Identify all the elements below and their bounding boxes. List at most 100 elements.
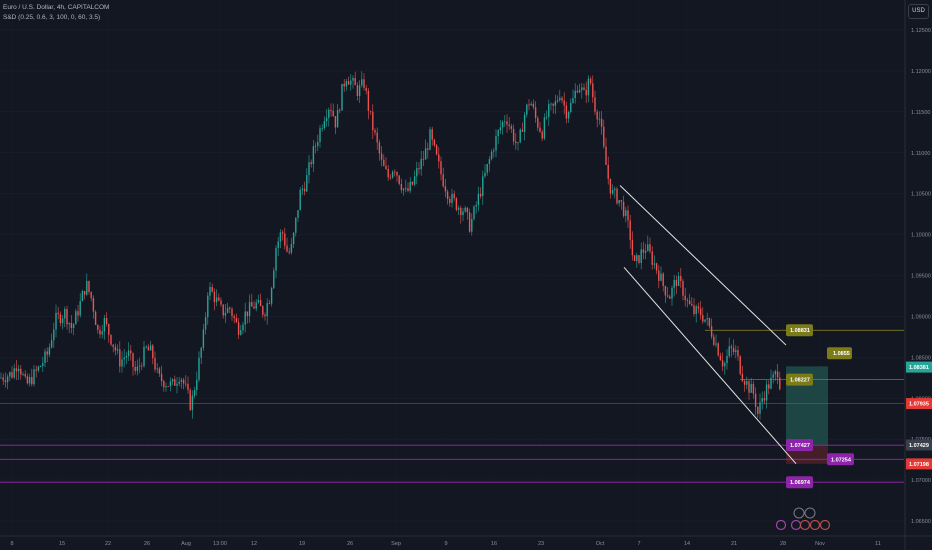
candle-body xyxy=(774,371,777,375)
candle-body xyxy=(543,117,546,139)
candle-body xyxy=(710,326,713,337)
candle-body xyxy=(651,251,653,265)
candle-body xyxy=(519,129,521,143)
candle-body xyxy=(334,116,337,128)
candle-body xyxy=(149,345,152,351)
candle-body xyxy=(224,312,227,316)
candle-body xyxy=(680,276,682,281)
candle-body xyxy=(99,329,101,335)
candle-body xyxy=(244,311,246,325)
time-tick-label: 16 xyxy=(491,541,497,547)
candle-body xyxy=(737,350,739,357)
candle-body xyxy=(215,297,218,303)
candle-body xyxy=(163,381,165,388)
candle-body xyxy=(90,291,92,299)
candle-body xyxy=(361,79,363,86)
candle-body xyxy=(695,306,697,315)
candle-body xyxy=(607,164,609,179)
price-tick-label: 1.09500 xyxy=(911,274,931,280)
price-tag-label: 1.07935 xyxy=(909,402,929,408)
candle-body xyxy=(297,210,299,218)
candle-body xyxy=(471,219,473,232)
candle-body xyxy=(251,302,253,307)
descending-channel[interactable] xyxy=(619,185,797,465)
candle-body xyxy=(537,118,539,128)
candle-body xyxy=(550,103,552,105)
time-tick-label: Sep xyxy=(391,541,401,547)
candle-body xyxy=(633,255,636,261)
candle-body xyxy=(545,116,548,118)
candle-body xyxy=(466,207,469,213)
horizontal-levels[interactable] xyxy=(0,329,904,483)
candle-body xyxy=(394,171,396,173)
symbol-title[interactable]: Euro / U.S. Dollar, 4h, CAPITALCOM xyxy=(3,4,110,11)
candle-body xyxy=(715,343,717,345)
candle-body xyxy=(444,186,447,192)
candle-body xyxy=(218,297,220,301)
level-tag xyxy=(786,373,813,386)
currency-button[interactable]: USD xyxy=(908,4,929,19)
time-tick-label: 8 xyxy=(10,541,13,547)
candle-body xyxy=(585,89,587,96)
level-tag xyxy=(786,476,813,489)
candle-body xyxy=(229,307,231,309)
chart-legend: Euro / U.S. Dollar, 4h, CAPITALCOM S&D (… xyxy=(3,3,109,23)
candle-body xyxy=(369,110,372,112)
candle-body xyxy=(317,141,319,146)
candle-body xyxy=(660,273,662,281)
time-axis[interactable]: 8 15 22 26 Aug 13:00 12 19 26 Sep 9 16 23 Oct 7 14 21 28 N… xyxy=(0,535,932,547)
candle-body xyxy=(576,90,579,93)
candle-body xyxy=(594,97,596,112)
price-tag xyxy=(906,439,932,451)
candle-body xyxy=(237,322,240,335)
candle-body xyxy=(763,398,766,401)
candle-body xyxy=(418,168,420,170)
candle-body xyxy=(402,188,405,191)
candle-body xyxy=(772,374,774,378)
candle-body xyxy=(299,189,301,211)
candle-body xyxy=(627,210,629,221)
candle-body xyxy=(704,319,706,322)
candle-body xyxy=(460,207,462,216)
candle-body xyxy=(748,381,750,393)
candle-body xyxy=(699,308,702,316)
candle-body xyxy=(708,318,711,327)
time-tick-label: 22 xyxy=(105,541,111,547)
candle-body xyxy=(189,390,191,410)
candle-body xyxy=(295,217,297,233)
price-tick-label: 1.12000 xyxy=(911,69,931,75)
candle-body xyxy=(396,172,398,176)
candle-body xyxy=(611,190,614,194)
event-icon xyxy=(790,519,802,531)
candle-body xyxy=(156,368,158,370)
candle-body xyxy=(677,276,680,286)
candle-body xyxy=(387,168,389,178)
candle-body xyxy=(455,198,458,210)
candle-series xyxy=(0,71,781,420)
candle-body xyxy=(495,136,497,151)
time-tick-label: 21 xyxy=(731,541,737,547)
candle-body xyxy=(253,306,255,309)
time-tick-label: 12 xyxy=(251,541,257,547)
candle-body xyxy=(339,109,341,111)
candle-body xyxy=(517,142,519,144)
candle-body xyxy=(310,162,312,165)
candle-body xyxy=(757,406,759,414)
candle-body xyxy=(484,172,486,177)
event-markers[interactable] xyxy=(775,507,831,531)
level-tag-label: 1.08227 xyxy=(790,378,810,384)
float-tag-label: 1.0855 xyxy=(833,351,850,357)
candle-body xyxy=(28,377,31,384)
candle-body xyxy=(290,243,293,253)
price-axis[interactable]: 1.12500 1.12000 1.11500 1.11000 1.10500 1.100… xyxy=(904,0,932,550)
event-group-icon xyxy=(804,507,816,519)
candle-body xyxy=(664,286,667,296)
candle-body xyxy=(119,349,121,367)
candle-body xyxy=(246,311,249,317)
candle-body xyxy=(526,104,528,115)
candle-body xyxy=(270,288,273,304)
candle-body xyxy=(130,350,132,354)
indicator-label[interactable]: S&D (0.25, 0.6, 3, 100, 0, 60, 3.5) xyxy=(3,14,101,21)
candle-body xyxy=(92,298,95,312)
